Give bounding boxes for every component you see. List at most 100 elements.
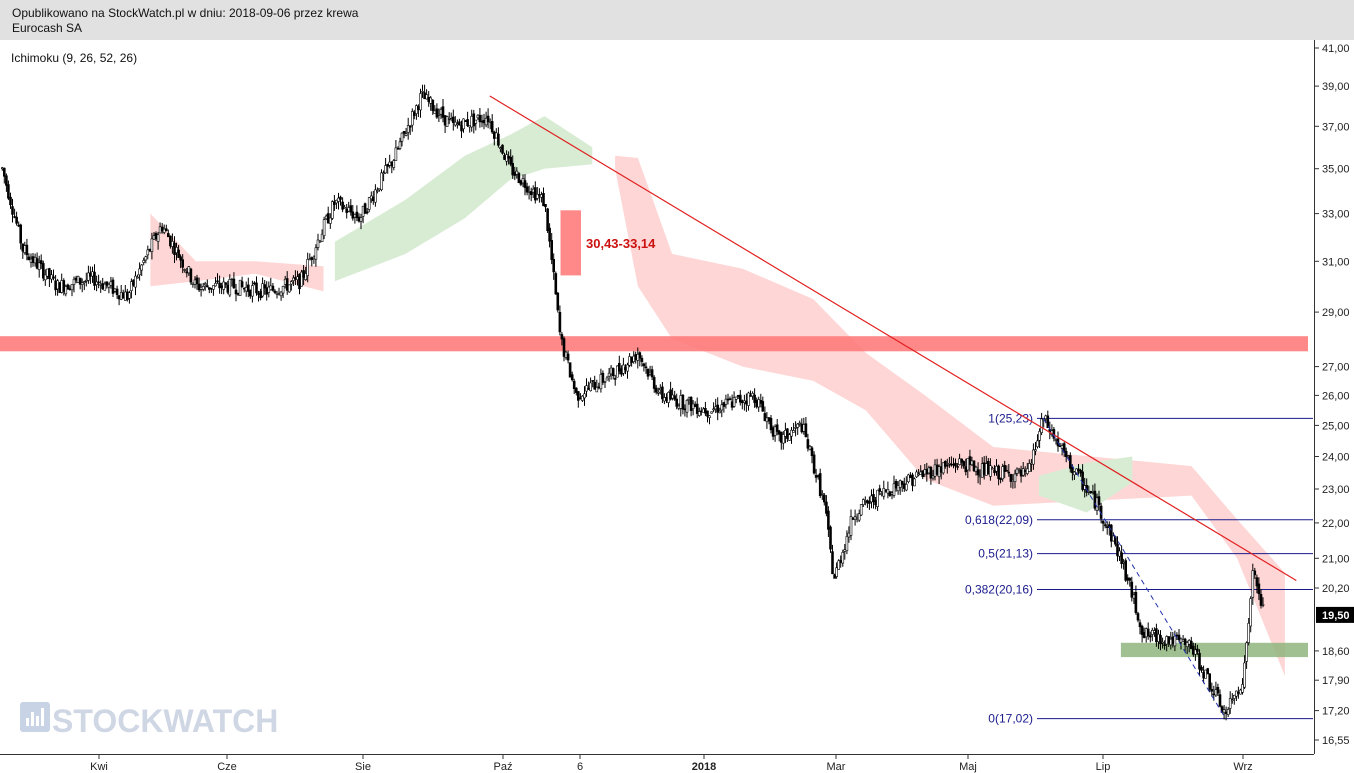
candle-body [581,395,584,401]
last-price-label: 19,50 [1322,610,1350,622]
candle-body [894,480,898,489]
candle [341,197,344,213]
candle-body [60,280,64,293]
candle-body [1226,709,1230,715]
candle [203,281,207,291]
candle-body [388,161,392,166]
candle [48,267,51,287]
candle [89,266,92,284]
candle-body [868,500,871,504]
candle-body [234,289,238,295]
candle [829,525,832,553]
candle [9,192,12,209]
candle-body [1142,632,1146,638]
x-tick-label: 6 [577,761,583,773]
candle [394,140,398,161]
candle-body [195,277,199,285]
candle [550,233,554,265]
candle [220,282,223,295]
candle [1116,536,1119,562]
candle-body [124,291,127,301]
candle-body [892,483,896,496]
candle [673,390,677,401]
candle-body [829,526,832,550]
candle-body [1009,473,1013,482]
fibonacci-levels: 1(25,23) 0,618(22,09) 0,5(21,13) 0,382(20,1… [965,411,1313,726]
candle-body [576,391,580,401]
candle-body [1251,570,1255,598]
candle-body [185,271,189,274]
y-tick-label: 23,00 [1322,484,1350,496]
fib-label: 0(17,02) [988,712,1033,726]
candle-body [1204,669,1207,679]
candle-body [322,219,326,236]
candle-body [978,475,982,478]
candle-body [589,382,592,391]
candle-body [681,394,685,410]
candle-body [956,466,959,468]
candle-body [634,354,638,361]
candle [470,109,474,132]
candle [365,208,369,215]
candle [1005,465,1009,472]
candle [371,190,375,205]
resistance-band [0,336,1308,352]
candle [1003,460,1007,479]
candle [595,379,599,393]
candle-body [1161,641,1164,644]
candle-body [605,377,609,381]
candle [1038,428,1041,448]
candle [52,269,55,281]
candle-body [907,474,910,482]
candle [43,269,47,286]
candle-body [158,226,162,234]
candle-body [849,516,853,536]
candle-body [7,184,10,199]
candle [562,336,566,362]
candle [392,159,396,171]
candle [425,89,428,100]
candle [845,530,849,555]
candle-body [591,380,595,382]
candle [525,182,529,196]
candle [453,116,457,127]
candle [667,391,670,408]
candle [763,406,767,422]
fib-label: 0,618(22,09) [965,513,1033,527]
candle-body [622,364,625,374]
candle [255,276,258,296]
candle-body [1179,638,1183,643]
candle-body [1241,684,1244,693]
candle [95,275,98,292]
candle-body [962,461,966,467]
candle-body [728,398,732,401]
candle [997,464,1000,486]
candle-body [777,430,781,435]
candle-body [197,283,201,291]
candle-body [1210,689,1214,692]
candle [661,382,664,403]
candle-body [835,567,838,577]
candle [523,174,527,196]
candle-body [181,259,184,268]
candle-body [365,211,369,214]
x-tick-label: Sie [355,761,371,773]
candle-body [1138,622,1142,628]
candle [818,468,822,499]
gap-zone-label: 30,43-33,14 [586,236,656,251]
candle [177,244,180,258]
candle [1128,577,1132,587]
candle [1216,683,1220,696]
candle-body [738,394,742,403]
candle-body [671,394,674,399]
candle-body [384,165,387,174]
candle [494,128,498,139]
candle [105,281,109,289]
candle-body [615,365,619,378]
candle-body [765,417,769,422]
candle-body [349,205,353,213]
candle-body [400,132,404,142]
candle-body [751,393,754,397]
candle [611,367,615,380]
candle-body [857,513,861,521]
